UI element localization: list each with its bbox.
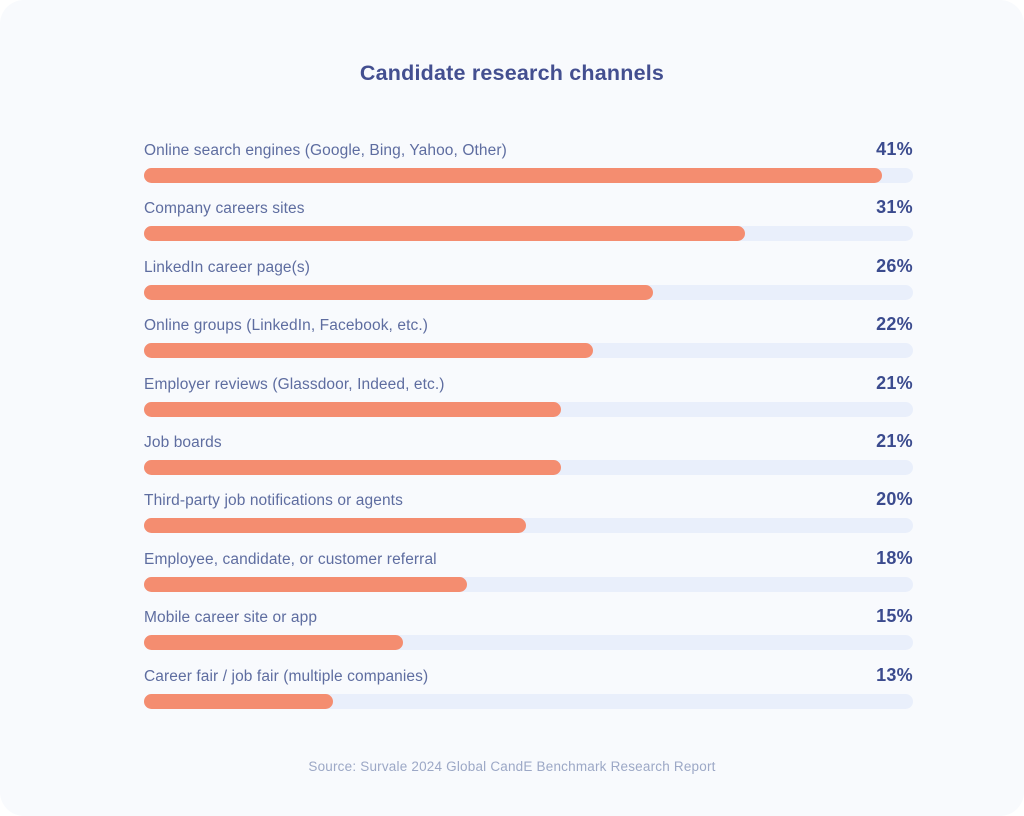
bar-row: Mobile career site or app 15% — [144, 606, 913, 664]
bar-label: Online groups (LinkedIn, Facebook, etc.) — [144, 317, 429, 335]
bar-track — [144, 576, 913, 592]
bar-fill — [144, 168, 883, 183]
bar-track — [144, 401, 913, 417]
bar-value: 21% — [876, 430, 913, 451]
bar-row-head: Employee, candidate, or customer referra… — [144, 548, 913, 570]
bar-row-head: Job boards 21% — [144, 431, 913, 453]
bar-value: 22% — [876, 314, 913, 335]
bar-value: 13% — [876, 664, 913, 685]
chart-title: Candidate research channels — [359, 61, 665, 85]
bar-row: Third-party job notifications or agents … — [144, 489, 913, 547]
bar-label: LinkedIn career page(s) — [144, 258, 311, 276]
bar-row: LinkedIn career page(s) 26% — [144, 256, 913, 314]
bar-chart: Online search engines (Google, Bing, Yah… — [144, 139, 913, 723]
bar-track — [144, 284, 913, 300]
bar-row: Company careers sites 31% — [144, 197, 913, 255]
bar-fill — [144, 576, 467, 592]
bar-label: Online search engines (Google, Bing, Yah… — [144, 142, 507, 159]
bar-value: 18% — [876, 547, 913, 568]
bar-fill — [144, 226, 746, 242]
bar-value: 21% — [876, 372, 913, 393]
bar-row-head: Company careers sites 31% — [144, 197, 913, 219]
source-caption: Source: Survale 2024 Global CandE Benchm… — [308, 759, 716, 774]
bar-row: Employee, candidate, or customer referra… — [144, 548, 913, 606]
bar-track — [144, 635, 913, 651]
bar-track — [144, 518, 913, 534]
bar-label: Mobile career site or app — [144, 609, 318, 627]
bar-label: Company careers sites — [144, 200, 305, 218]
bar-value: 31% — [876, 197, 913, 218]
bar-fill — [144, 518, 527, 534]
bar-row: Career fair / job fair (multiple compani… — [144, 665, 913, 723]
bar-track — [144, 226, 913, 242]
bar-fill — [144, 343, 594, 359]
bar-value: 20% — [876, 489, 913, 510]
bar-fill — [144, 693, 334, 709]
bar-row: Online groups (LinkedIn, Facebook, etc.)… — [144, 314, 913, 372]
bar-fill — [144, 284, 654, 300]
bar-row: Job boards 21% — [144, 431, 913, 489]
bar-value: 41% — [876, 139, 913, 159]
bar-row-head: Employer reviews (Glassdoor, Indeed, etc… — [144, 373, 913, 395]
bar-fill — [144, 635, 404, 651]
bar-row-head: LinkedIn career page(s) 26% — [144, 256, 913, 278]
bar-label: Third-party job notifications or agents — [144, 492, 403, 510]
bar-row-head: Mobile career site or app 15% — [144, 606, 913, 628]
bar-label: Job boards — [144, 433, 222, 451]
bar-track — [144, 693, 913, 709]
bar-row-head: Online groups (LinkedIn, Facebook, etc.)… — [144, 314, 913, 336]
bar-track — [144, 459, 913, 475]
bar-rows: Online search engines (Google, Bing, Yah… — [144, 139, 913, 723]
bar-row-head: Online search engines (Google, Bing, Yah… — [144, 139, 913, 161]
bar-value: 26% — [876, 255, 913, 276]
bar-row-head: Third-party job notifications or agents … — [144, 489, 913, 511]
bar-label: Employee, candidate, or customer referra… — [144, 550, 437, 568]
bar-track — [144, 343, 913, 359]
bar-row: Employer reviews (Glassdoor, Indeed, etc… — [144, 373, 913, 431]
bar-fill — [144, 459, 561, 475]
bar-row: Online search engines (Google, Bing, Yah… — [144, 139, 913, 197]
bar-value: 15% — [876, 606, 913, 627]
bar-row-head: Career fair / job fair (multiple compani… — [144, 665, 913, 687]
bar-fill — [144, 401, 561, 417]
bar-label: Employer reviews (Glassdoor, Indeed, etc… — [144, 375, 445, 393]
bar-label: Career fair / job fair (multiple compani… — [144, 667, 429, 685]
bar-track — [144, 168, 913, 183]
